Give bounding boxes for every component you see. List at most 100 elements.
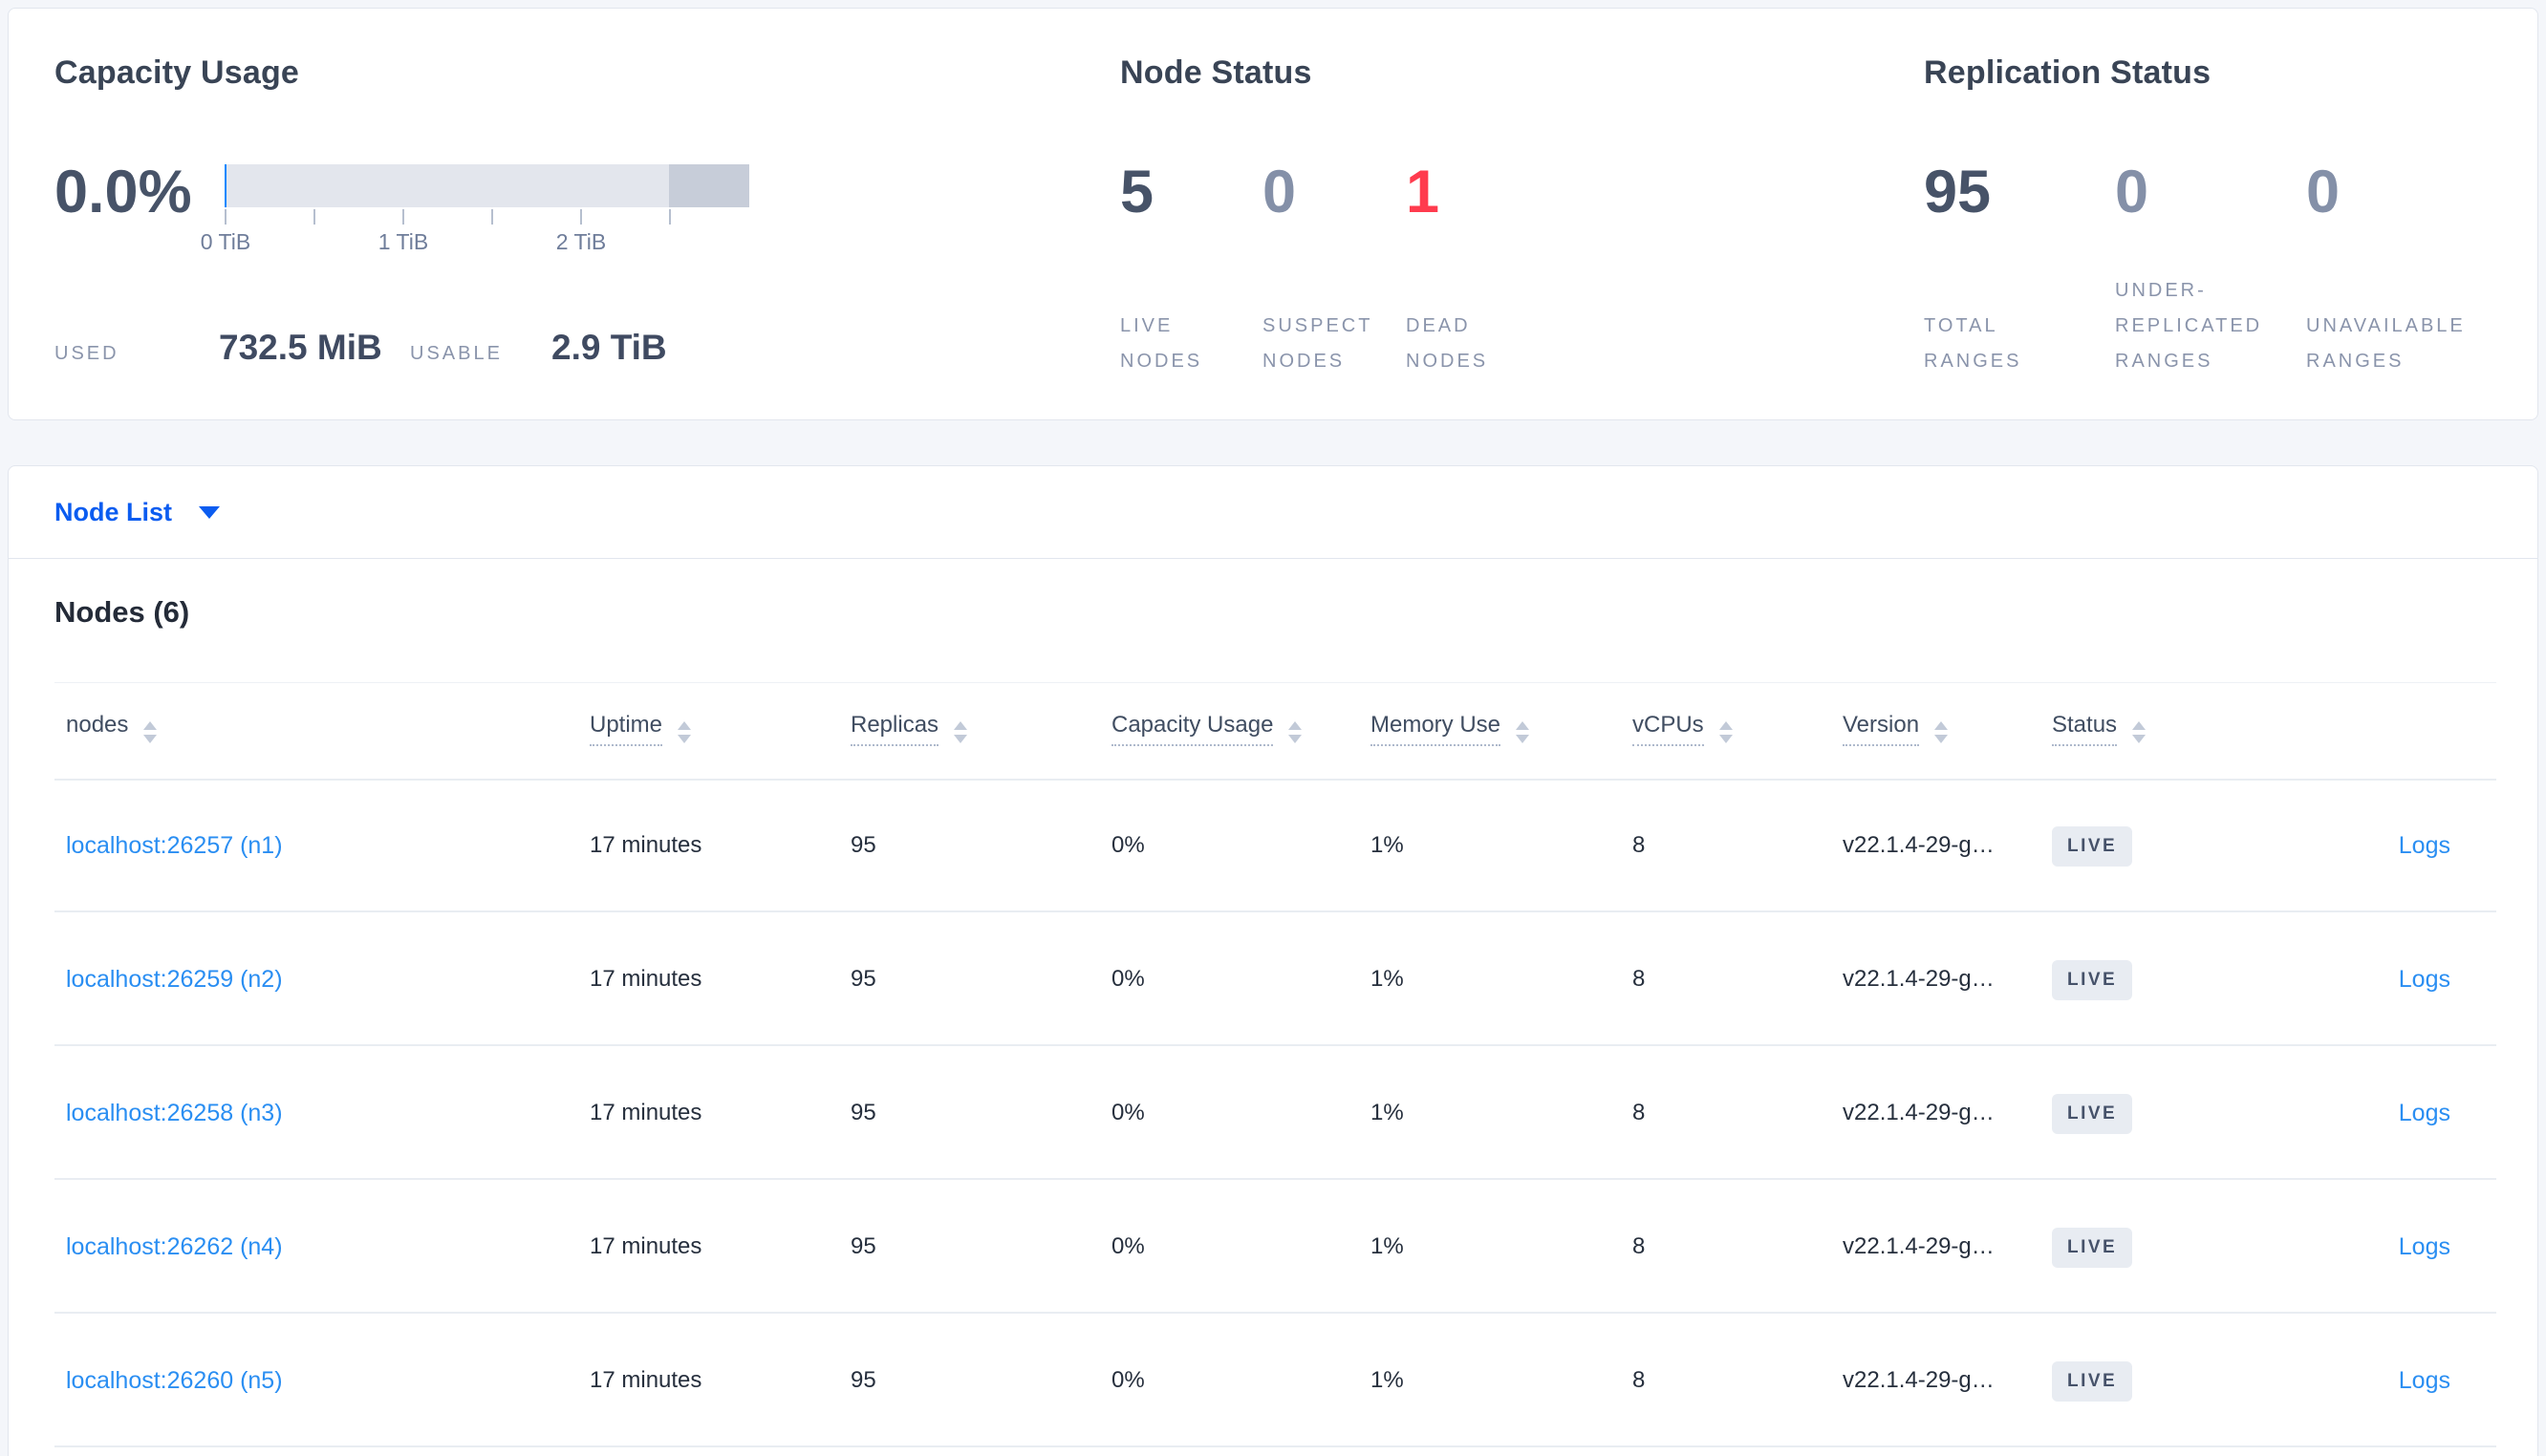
- vcpus-cell: 8: [1632, 966, 1646, 992]
- sort-icon: [1516, 721, 1530, 743]
- capacity-percent: 0.0%: [54, 159, 192, 225]
- status-cell: LIVE: [2052, 779, 2133, 912]
- status-badge: LIVE: [2052, 825, 2133, 867]
- column-header-label: Capacity Usage: [1111, 712, 1274, 746]
- memory-cell: 1%: [1370, 1233, 1404, 1259]
- used-value: 732.5 MiB: [219, 328, 382, 367]
- status-badge: LIVE: [2052, 1093, 2133, 1134]
- node-link[interactable]: localhost:26260 (n5): [66, 1367, 283, 1394]
- logs-link[interactable]: Logs: [2398, 966, 2450, 993]
- column-header-uptime[interactable]: Uptime: [590, 712, 692, 746]
- column-header-memory-use[interactable]: Memory Use: [1370, 712, 1530, 746]
- unavailable-ranges-label: UNAVAILABLE RANGES: [2306, 315, 2466, 372]
- total-ranges-count: 95: [1924, 159, 1992, 225]
- replicas-cell: 95: [851, 1100, 876, 1125]
- node-status-title: Node Status: [1120, 54, 1312, 91]
- sort-icon: [143, 721, 158, 743]
- version-cell: v22.1.4-29-g…: [1843, 1100, 1995, 1125]
- table-row: localhost:26262 (n4) 17 minutes 95 0% 1%…: [9, 1180, 2537, 1314]
- under-replicated-ranges-label: UNDER- REPLICATED RANGES: [2115, 280, 2263, 372]
- column-header-vcpus[interactable]: vCPUs: [1632, 712, 1733, 746]
- vcpus-cell: 8: [1632, 1367, 1646, 1393]
- status-badge: LIVE: [2052, 1360, 2133, 1402]
- status-cell: LIVE: [2052, 1314, 2133, 1447]
- version-cell: v22.1.4-29-g…: [1843, 966, 1995, 992]
- status-badge: LIVE: [2052, 959, 2133, 1000]
- status-cell: LIVE: [2052, 1046, 2133, 1180]
- capacity-cell: 0%: [1111, 832, 1145, 858]
- axis-tick: [491, 209, 493, 225]
- node-link[interactable]: localhost:26258 (n3): [66, 1100, 283, 1126]
- vcpus-cell: 8: [1632, 1233, 1646, 1259]
- live-nodes-count: 5: [1120, 159, 1154, 225]
- column-header-label: Replicas: [851, 712, 939, 746]
- uptime-cell: 17 minutes: [590, 1233, 702, 1259]
- used-label: USED: [54, 343, 119, 364]
- sort-icon: [1934, 721, 1949, 743]
- logs-link[interactable]: Logs: [2398, 1367, 2450, 1394]
- axis-tick: [225, 209, 227, 225]
- nodes-panel: Nodes (6) nodes Uptime Replicas Capacity…: [8, 559, 2538, 1456]
- column-header-version[interactable]: Version: [1843, 712, 1949, 746]
- node-list-dropdown-label: Node List: [54, 497, 173, 526]
- unavailable-ranges-count: 0: [2306, 159, 2341, 225]
- version-cell: v22.1.4-29-g…: [1843, 1367, 1995, 1393]
- total-ranges-label: TOTAL RANGES: [1924, 315, 2022, 372]
- node-link[interactable]: localhost:26257 (n1): [66, 832, 283, 859]
- sort-icon: [1718, 721, 1733, 743]
- replicas-cell: 95: [851, 966, 876, 992]
- status-badge: LIVE: [2052, 1227, 2133, 1268]
- axis-tick: [402, 209, 404, 225]
- table-row: localhost:26257 (n1) 17 minutes 95 0% 1%…: [9, 779, 2537, 912]
- node-link[interactable]: localhost:26262 (n4): [66, 1233, 283, 1260]
- axis-tick-label: 2 TiB: [555, 229, 607, 254]
- capacity-nonusable-segment: [669, 164, 749, 207]
- column-header-label: Memory Use: [1370, 712, 1501, 746]
- capacity-cell: 0%: [1111, 1367, 1145, 1393]
- vcpus-cell: 8: [1632, 1100, 1646, 1125]
- capacity-used-segment: [225, 164, 227, 207]
- chevron-down-icon: [199, 505, 221, 519]
- status-cell: LIVE: [2052, 912, 2133, 1046]
- sort-icon: [954, 721, 968, 743]
- sort-icon: [678, 721, 692, 743]
- uptime-cell: 17 minutes: [590, 1100, 702, 1125]
- version-cell: v22.1.4-29-g…: [1843, 832, 1995, 858]
- version-cell: v22.1.4-29-g…: [1843, 1233, 1995, 1259]
- logs-link[interactable]: Logs: [2398, 1100, 2450, 1126]
- replicas-cell: 95: [851, 1233, 876, 1259]
- column-header-label: nodes: [66, 712, 129, 738]
- table-row: localhost:26258 (n3) 17 minutes 95 0% 1%…: [9, 1046, 2537, 1180]
- sort-icon: [1288, 721, 1303, 743]
- capacity-cell: 0%: [1111, 1233, 1145, 1259]
- column-header-capacity-usage[interactable]: Capacity Usage: [1111, 712, 1303, 746]
- logs-link[interactable]: Logs: [2398, 1233, 2450, 1260]
- live-nodes-label: LIVE NODES: [1120, 315, 1203, 372]
- axis-tick: [669, 209, 671, 225]
- column-header-nodes[interactable]: nodes: [66, 712, 158, 743]
- usable-label: USABLE: [410, 343, 503, 364]
- suspect-nodes-label: SUSPECT NODES: [1262, 315, 1373, 372]
- table-row: localhost:26259 (n2) 17 minutes 95 0% 1%…: [9, 912, 2537, 1046]
- column-header-status[interactable]: Status: [2052, 712, 2147, 746]
- node-list-bar: Node List: [8, 465, 2538, 559]
- uptime-cell: 17 minutes: [590, 966, 702, 992]
- replicas-cell: 95: [851, 1367, 876, 1393]
- usable-value: 2.9 TiB: [551, 328, 667, 367]
- summary-card: Capacity Usage 0.0% 0 TiB 1 TiB 2 TiB US…: [8, 8, 2538, 420]
- axis-tick: [580, 209, 582, 225]
- suspect-nodes-count: 0: [1262, 159, 1297, 225]
- node-list-dropdown[interactable]: Node List: [54, 497, 221, 527]
- logs-link[interactable]: Logs: [2398, 832, 2450, 859]
- node-link[interactable]: localhost:26259 (n2): [66, 966, 283, 993]
- column-header-replicas[interactable]: Replicas: [851, 712, 968, 746]
- column-header-label: vCPUs: [1632, 712, 1704, 746]
- memory-cell: 1%: [1370, 1100, 1404, 1125]
- axis-tick: [313, 209, 315, 225]
- dead-nodes-count: 1: [1406, 159, 1440, 225]
- column-header-label: Version: [1843, 712, 1920, 746]
- memory-cell: 1%: [1370, 1367, 1404, 1393]
- sort-icon: [2132, 721, 2147, 743]
- divider: [54, 682, 2496, 683]
